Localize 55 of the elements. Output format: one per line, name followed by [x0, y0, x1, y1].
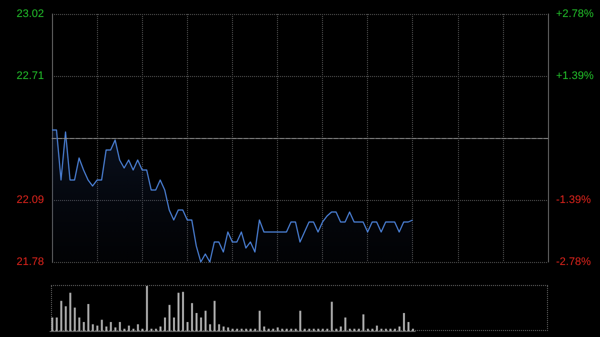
bar — [222, 326, 225, 331]
bar — [92, 324, 94, 331]
bar — [128, 326, 130, 331]
bar — [178, 292, 180, 331]
bar — [340, 326, 342, 331]
bar — [218, 324, 220, 331]
bar — [105, 326, 108, 331]
bar — [146, 286, 148, 331]
bar — [60, 300, 62, 331]
bar — [74, 308, 76, 331]
bar — [204, 310, 207, 331]
bar — [82, 322, 85, 331]
bar — [96, 326, 98, 331]
bar — [186, 322, 189, 331]
bar — [209, 324, 212, 331]
y2-tick-label: -2.78% — [556, 256, 592, 268]
bar — [182, 292, 184, 331]
y2-tick-label: -1.39% — [556, 194, 592, 206]
bar — [276, 327, 279, 331]
bar — [200, 318, 202, 331]
bar — [173, 318, 175, 331]
bar — [118, 322, 121, 331]
bar — [110, 322, 112, 331]
bar — [344, 318, 346, 331]
bar — [227, 327, 230, 331]
bar — [87, 304, 90, 331]
bar — [191, 303, 194, 331]
bar — [51, 318, 54, 331]
bar — [100, 320, 103, 331]
y-tick-label: 23.02 — [16, 8, 44, 20]
bar — [330, 302, 333, 331]
bar — [362, 314, 364, 331]
bar — [214, 300, 216, 331]
bar — [136, 324, 139, 331]
bar — [64, 306, 67, 331]
bar — [56, 318, 58, 331]
bar — [299, 310, 302, 331]
bar — [78, 318, 80, 331]
bar — [164, 318, 166, 331]
bar — [376, 326, 378, 331]
bar — [114, 327, 116, 331]
y-tick-label: 21.78 — [16, 256, 44, 268]
y-tick-label: 22.71 — [16, 70, 44, 82]
bar — [69, 292, 72, 331]
bar — [258, 310, 261, 331]
bar — [196, 313, 198, 331]
y2-tick-label: +2.78% — [556, 8, 594, 20]
bar — [168, 304, 170, 331]
bar — [407, 322, 410, 331]
bar — [263, 326, 266, 331]
bar — [159, 326, 162, 331]
bar — [402, 313, 405, 331]
bar — [398, 326, 400, 331]
y2-tick-label: +1.39% — [556, 70, 594, 82]
y-tick-label: 22.09 — [16, 194, 44, 206]
